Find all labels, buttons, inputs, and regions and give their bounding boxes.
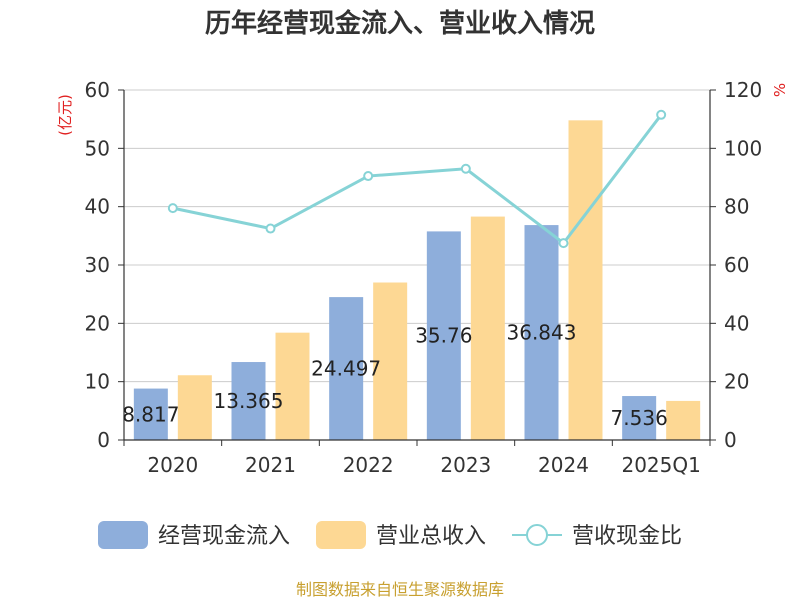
cash-inflow-bar bbox=[231, 362, 266, 440]
legend-label: 营业总收入 bbox=[376, 524, 486, 549]
revenue-bar bbox=[275, 332, 310, 440]
left-axis-unit: (亿元) bbox=[56, 94, 74, 136]
legend-label: 营收现金比 bbox=[572, 524, 682, 549]
x-tick-label: 2024 bbox=[538, 453, 589, 477]
right-tick-label: 100 bbox=[724, 136, 762, 160]
left-tick-label: 60 bbox=[85, 78, 110, 102]
right-axis-unit: % bbox=[771, 83, 789, 97]
left-tick-label: 0 bbox=[97, 428, 110, 452]
cash-inflow-bar bbox=[524, 225, 559, 440]
cash-inflow-bar bbox=[329, 297, 364, 440]
ratio-point bbox=[167, 203, 178, 214]
bar-layer bbox=[133, 120, 701, 440]
left-tick-label: 20 bbox=[85, 311, 110, 335]
left-tick-label: 50 bbox=[85, 136, 110, 160]
left-tick-label: 10 bbox=[85, 370, 110, 394]
revenue-bar bbox=[177, 375, 212, 440]
line-layer bbox=[167, 109, 667, 249]
x-tick-label: 2025Q1 bbox=[621, 453, 700, 477]
legend-label: 经营现金流入 bbox=[158, 524, 290, 549]
legend-swatch bbox=[316, 521, 366, 549]
x-tick-label: 2021 bbox=[245, 453, 296, 477]
legend-marker bbox=[526, 524, 548, 546]
ratio-line bbox=[172, 113, 663, 246]
right-tick-label: 120 bbox=[724, 78, 762, 102]
cash-inflow-bar bbox=[622, 396, 657, 440]
revenue-bar bbox=[470, 216, 505, 440]
x-tick-label: 2020 bbox=[147, 453, 198, 477]
right-tick-label: 60 bbox=[724, 253, 749, 277]
ratio-point bbox=[558, 238, 569, 249]
bar-data-label: 13.365 bbox=[214, 389, 284, 413]
ratio-point bbox=[656, 109, 667, 120]
legend-swatch bbox=[98, 521, 148, 549]
bar-data-label: 35.76 bbox=[415, 324, 472, 348]
chart-title: 历年经营现金流入、营业收入情况 bbox=[205, 8, 595, 39]
left-tick-label: 40 bbox=[85, 195, 110, 219]
x-tick-label: 2023 bbox=[440, 453, 491, 477]
ratio-point bbox=[460, 163, 471, 174]
source-note: 制图数据来自恒生聚源数据库 bbox=[296, 580, 504, 599]
ratio-point bbox=[265, 223, 276, 234]
grid-lines bbox=[124, 89, 710, 383]
bar-data-label: 36.843 bbox=[507, 321, 577, 345]
right-tick-label: 0 bbox=[724, 428, 737, 452]
x-tick-label: 2022 bbox=[343, 453, 394, 477]
data-label-layer: 8.817 13.365 24.497 35.76 36.843 7.536 bbox=[122, 321, 668, 430]
bar-data-label: 7.536 bbox=[611, 406, 668, 430]
cash-inflow-bar bbox=[133, 388, 168, 440]
revenue-bar bbox=[373, 282, 408, 440]
left-tick-label: 30 bbox=[85, 253, 110, 277]
right-tick-label: 20 bbox=[724, 370, 749, 394]
bar-data-label: 8.817 bbox=[122, 402, 179, 426]
bar-data-label: 24.497 bbox=[311, 357, 381, 381]
axes: 0 10 20 30 40 50 60 0 20 40 60 80 100 120 2020 2021 2022… bbox=[85, 78, 763, 477]
cash-inflow-bar bbox=[426, 231, 461, 440]
revenue-bar bbox=[666, 400, 701, 440]
revenue-bar bbox=[568, 120, 603, 440]
legend: 经营现金流入 营业总收入 营收现金比 bbox=[98, 521, 682, 549]
right-tick-label: 40 bbox=[724, 311, 749, 335]
right-tick-label: 80 bbox=[724, 195, 749, 219]
ratio-point bbox=[363, 171, 374, 182]
